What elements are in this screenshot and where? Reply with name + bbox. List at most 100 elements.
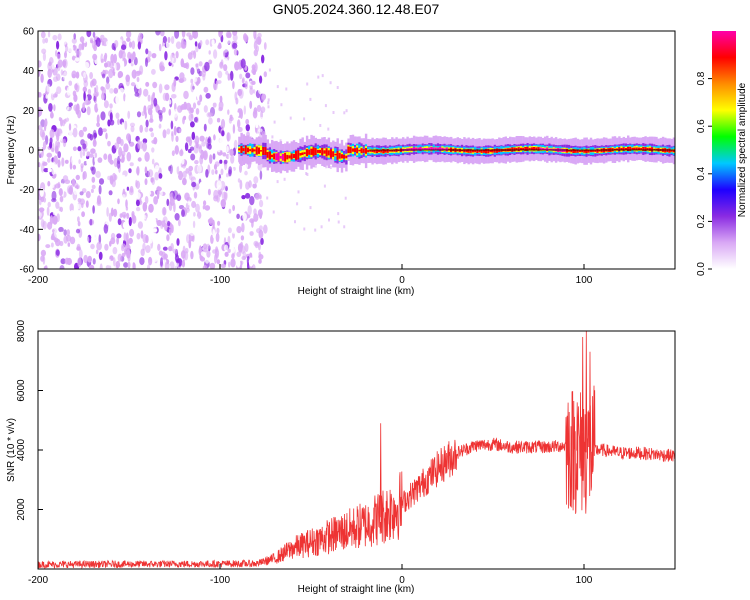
heatmap-cell-45 xyxy=(178,50,182,57)
heatmap-cell-716 xyxy=(158,123,162,129)
spectrogram-y-tick-4: 20 xyxy=(23,106,35,117)
heatmap-cell-941 xyxy=(123,262,129,268)
heatmap-cell-900 xyxy=(232,204,236,212)
heatmap-cell-188 xyxy=(190,186,194,197)
colorbar-tick-2: 0.4 xyxy=(696,166,707,180)
heatmap-cell-440 xyxy=(244,243,249,253)
heatmap-cell-1117 xyxy=(59,195,64,203)
heatmap-cell-1523 xyxy=(283,177,286,181)
heatmap-cell-2189 xyxy=(511,147,514,152)
heatmap-cell-1358 xyxy=(217,83,223,93)
heatmap-cell-1172 xyxy=(191,181,197,188)
heatmap-cell-1779 xyxy=(332,151,335,157)
heatmap-cell-1152 xyxy=(130,125,135,133)
heatmap-cell-1874 xyxy=(373,149,376,153)
heatmap-cell-1517 xyxy=(345,109,348,113)
spectrogram-y-tick-6: 60 xyxy=(23,27,35,38)
heatmap-cell-1391 xyxy=(88,264,95,269)
heatmap-cell-1259 xyxy=(38,70,41,75)
heatmap-cell-1844 xyxy=(360,148,363,154)
heatmap-cell-1639 xyxy=(271,154,274,158)
heatmap-cell-213 xyxy=(79,149,83,159)
heatmap-cell-1454 xyxy=(219,159,223,164)
heatmap-cell-1123 xyxy=(192,31,197,39)
heatmap-cell-516 xyxy=(151,53,157,59)
heatmap-cell-694 xyxy=(205,136,209,145)
heatmap-cell-1110 xyxy=(90,166,94,171)
snr-series-line xyxy=(38,331,675,569)
heatmap-cell-1186 xyxy=(142,142,147,152)
heatmap-cell-2384 xyxy=(596,148,599,153)
heatmap-cell-726 xyxy=(232,80,235,90)
heatmap-cell-1384 xyxy=(44,37,49,44)
heatmap-cell-572 xyxy=(137,241,143,246)
heatmap-cell-1369 xyxy=(60,258,66,265)
heatmap-cell-1604 xyxy=(255,146,259,155)
heatmap-cell-991 xyxy=(160,257,163,267)
heatmap-cell-2019 xyxy=(436,147,440,151)
heatmap-cell-1267 xyxy=(135,192,141,200)
heatmap-cell-90 xyxy=(215,232,220,243)
heatmap-cell-56 xyxy=(63,229,67,236)
heatmap-cell-1184 xyxy=(59,206,64,213)
heatmap-cell-1424 xyxy=(94,152,98,158)
heatmap-cell-1251 xyxy=(190,67,195,75)
heatmap-cell-1192 xyxy=(239,164,242,173)
heatmap-cell-372 xyxy=(242,188,247,194)
heatmap-cell-1145 xyxy=(189,230,195,237)
heatmap-cell-1218 xyxy=(188,113,194,122)
heatmap-cell-740 xyxy=(109,240,112,247)
heatmap-cell-549 xyxy=(190,153,196,161)
heatmap-cell-1134 xyxy=(133,34,138,39)
heatmap-cell-1460 xyxy=(172,190,179,200)
heatmap-cell-364 xyxy=(149,118,154,123)
heatmap-cell-455 xyxy=(156,203,161,214)
heatmap-cell-68 xyxy=(104,243,109,251)
heatmap-cell-269 xyxy=(205,39,210,46)
heatmap-cell-934 xyxy=(161,206,167,216)
heatmap-cell-574 xyxy=(233,139,238,150)
heatmap-cell-1515 xyxy=(309,97,312,101)
heatmap-cell-402 xyxy=(90,148,96,154)
heatmap-cell-1323 xyxy=(136,70,142,75)
heatmap-cell-1233 xyxy=(89,72,93,80)
heatmap-cell-2269 xyxy=(546,147,549,152)
heatmap-cell-360 xyxy=(110,207,114,217)
heatmap-cell-721 xyxy=(128,41,133,48)
heatmap-cell-1599 xyxy=(253,149,256,152)
heatmap-cell-2114 xyxy=(478,150,481,153)
heatmap-cell-1313 xyxy=(121,60,125,70)
heatmap-cell-1203 xyxy=(38,60,42,68)
heatmap-cell-1243 xyxy=(253,107,258,115)
heatmap-cell-1001 xyxy=(100,58,105,63)
heatmap-cell-433 xyxy=(192,102,197,109)
heatmap-cell-1528 xyxy=(336,86,339,89)
heatmap-cell-783 xyxy=(147,107,153,116)
heatmap-cell-2209 xyxy=(519,147,523,151)
heatmap-cell-1814 xyxy=(347,146,350,154)
heatmap-cell-2014 xyxy=(434,147,438,151)
heatmap-cell-1213 xyxy=(56,53,61,60)
heatmap-cell-1525 xyxy=(280,103,283,107)
heatmap-cell-1342 xyxy=(150,177,154,183)
heatmap-cell-968 xyxy=(103,224,109,234)
heatmap-cell-1422 xyxy=(131,199,136,204)
heatmap-cell-1355 xyxy=(145,245,151,253)
heatmap-cell-1361 xyxy=(75,50,82,57)
heatmap-cell-1367 xyxy=(182,170,187,179)
heatmap-cell-1036 xyxy=(217,145,221,153)
heatmap-cell-641 xyxy=(125,74,130,83)
heatmap-cell-1438 xyxy=(237,243,243,253)
heatmap-cell-1919 xyxy=(393,149,396,152)
heatmap-cell-474 xyxy=(135,206,141,212)
heatmap-cell-1261 xyxy=(126,133,131,142)
heatmap-cell-1462 xyxy=(38,207,45,213)
heatmap-cell-2459 xyxy=(629,146,632,151)
heatmap-cell-1499 xyxy=(111,66,115,74)
heatmap-cell-1230 xyxy=(154,164,160,172)
snr-x-tick-0: -200 xyxy=(28,575,48,586)
heatmap-cell-1096 xyxy=(121,243,126,249)
heatmap-cell-261 xyxy=(169,261,175,269)
heatmap-cell-1365 xyxy=(212,229,216,239)
heatmap-cell-758 xyxy=(55,249,60,256)
